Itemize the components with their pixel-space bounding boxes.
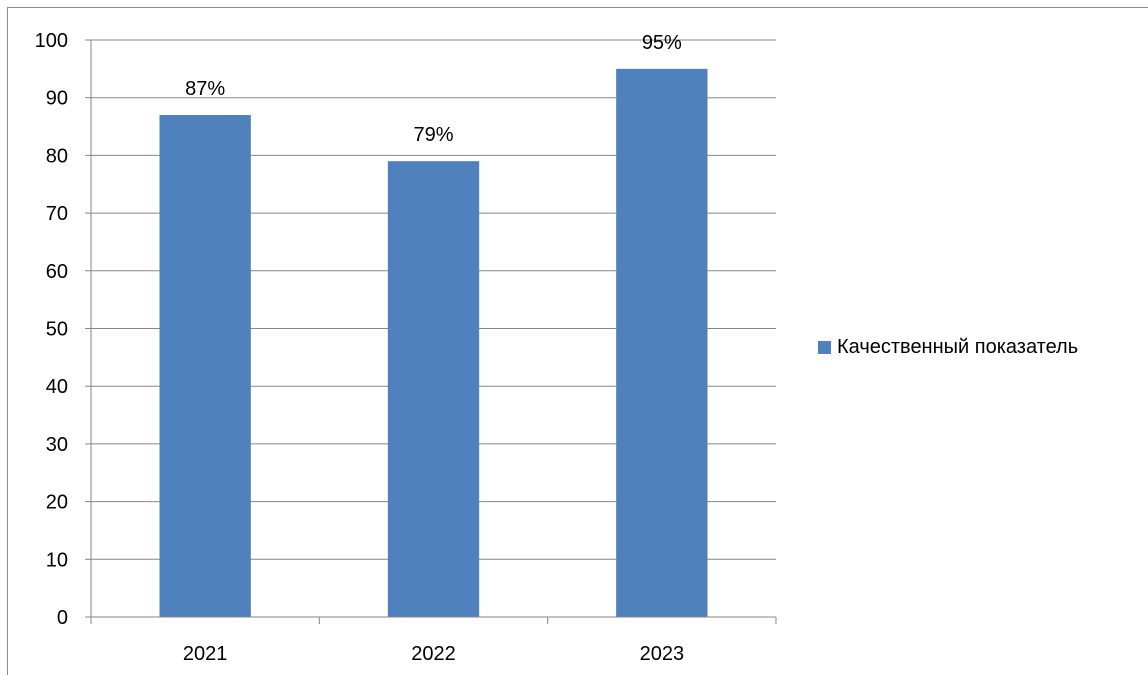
y-tick-label: 40	[46, 376, 68, 398]
y-axis-ticks: 0 10 20 30 40 50 60 70 80 90 100	[35, 30, 68, 629]
bar-2023	[616, 68, 708, 618]
y-tick-label: 60	[46, 261, 68, 283]
y-tick-label: 80	[46, 145, 68, 167]
data-label-2021: 87%	[185, 78, 225, 100]
y-tick-label: 90	[46, 88, 68, 110]
x-tick-label: 2023	[640, 643, 685, 665]
legend: Качественный показатель	[818, 336, 1078, 359]
legend-label: Качественный показатель	[837, 336, 1079, 358]
legend-swatch	[818, 341, 831, 354]
y-tick-label: 30	[46, 434, 68, 456]
y-tick-label: 70	[46, 203, 68, 225]
y-tick-label: 0	[57, 607, 68, 629]
data-labels: 87% 79% 95%	[185, 32, 682, 146]
x-tick-label: 2021	[183, 643, 228, 665]
bar-2022	[387, 161, 480, 618]
y-tick-label: 10	[46, 549, 68, 571]
y-tick-label: 20	[46, 492, 68, 514]
data-label-2022: 79%	[413, 124, 453, 146]
bars	[159, 68, 708, 618]
x-axis-ticks: 2021 2022 2023	[90, 617, 777, 665]
x-tick-label: 2022	[411, 643, 456, 665]
y-tick-label: 100	[35, 30, 68, 52]
chart-frame	[7, 7, 1148, 675]
data-label-2023: 95%	[642, 32, 682, 54]
bar-2021	[159, 115, 251, 617]
y-tick-label: 50	[46, 319, 68, 341]
